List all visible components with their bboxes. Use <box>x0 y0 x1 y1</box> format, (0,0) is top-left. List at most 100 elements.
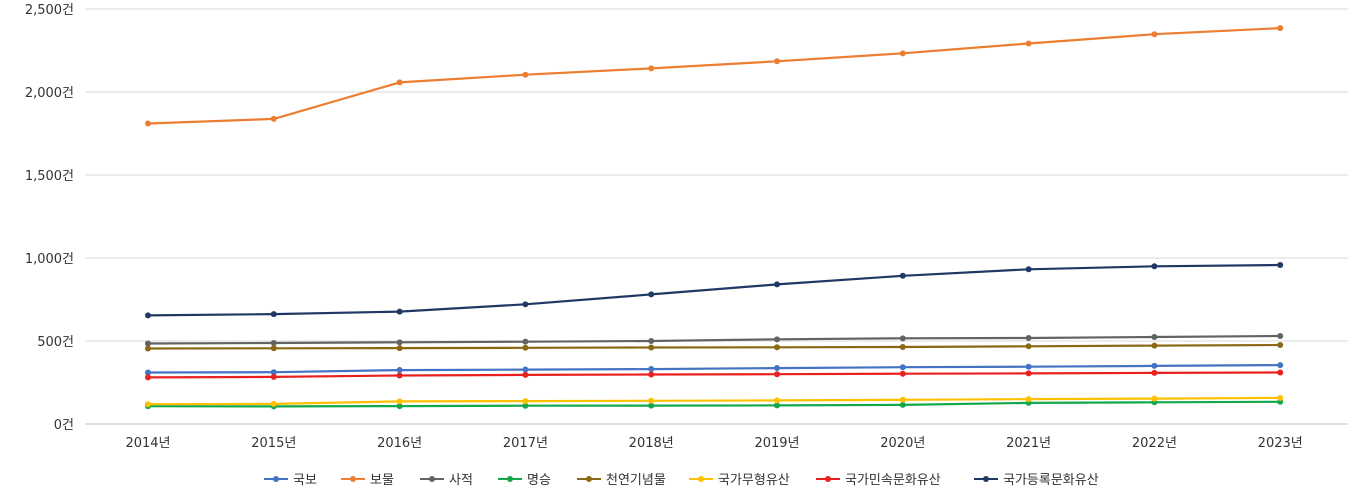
data-point <box>774 281 780 288</box>
data-point <box>899 401 906 408</box>
series-line <box>146 27 1282 125</box>
data-point <box>648 338 655 344</box>
series-6 <box>145 394 1284 408</box>
x-tick-label: 2015년 <box>251 436 296 451</box>
data-point <box>396 403 403 410</box>
series-line <box>146 263 1282 317</box>
y-axis-ticks: 0건 500건 1,000건 1,500건 2,000건 2,500건 <box>25 3 74 433</box>
legend-marker <box>273 476 279 482</box>
data-point <box>396 79 403 86</box>
legend-label: 사적 <box>449 473 473 488</box>
data-point <box>522 366 529 373</box>
data-point <box>1151 362 1158 369</box>
series-line <box>146 364 1282 374</box>
data-point <box>270 373 277 380</box>
data-point <box>1151 395 1158 402</box>
y-tick-label: 2,500건 <box>25 3 74 18</box>
legend-item: 천연기념물 <box>577 473 666 488</box>
data-point <box>396 339 403 346</box>
data-point <box>522 371 529 378</box>
x-tick-label: 2022년 <box>1132 436 1177 451</box>
data-point <box>899 335 906 342</box>
data-point <box>648 344 655 351</box>
data-point <box>1151 31 1158 38</box>
data-point <box>648 371 655 378</box>
x-axis-ticks: 2014년 2015년 2016년 2017년 2018년 2019년 2020년 2021년… <box>125 436 1302 451</box>
data-point <box>774 365 780 372</box>
data-point <box>1277 333 1284 340</box>
data-point <box>396 398 403 405</box>
series-7 <box>145 369 1284 381</box>
legend-label: 명승 <box>527 473 551 488</box>
data-point <box>270 115 277 122</box>
data-point <box>396 308 403 315</box>
data-point <box>396 367 403 374</box>
data-point <box>522 344 529 351</box>
x-tick-label: 2018년 <box>629 436 674 451</box>
data-point <box>1277 394 1284 401</box>
data-point <box>522 338 529 345</box>
data-point <box>1277 362 1284 369</box>
data-point <box>270 339 277 346</box>
series-line <box>146 343 1282 350</box>
x-tick-label: 2023년 <box>1258 436 1303 451</box>
data-point <box>1151 342 1158 349</box>
data-point <box>270 311 277 318</box>
data-point <box>145 374 151 381</box>
legend-item: 국가무형유산 <box>689 473 790 488</box>
legend-item: 명승 <box>498 473 551 488</box>
data-point <box>1277 341 1284 348</box>
data-point <box>648 397 655 404</box>
series-2 <box>145 25 1284 127</box>
data-point <box>522 71 529 78</box>
data-point <box>899 364 906 371</box>
data-point <box>774 344 780 351</box>
x-tick-label: 2021년 <box>1006 436 1051 451</box>
series-1 <box>145 362 1284 376</box>
gridlines <box>85 8 1348 425</box>
data-point <box>648 65 655 72</box>
legend-marker <box>507 476 513 482</box>
x-tick-label: 2016년 <box>377 436 422 451</box>
legend-label: 보물 <box>370 473 394 488</box>
x-tick-label: 2017년 <box>503 436 548 451</box>
x-tick-label: 2014년 <box>125 436 170 451</box>
legend-marker <box>983 476 989 482</box>
y-tick-label: 1,000건 <box>25 252 74 267</box>
data-point <box>1025 266 1032 273</box>
data-point <box>522 301 529 308</box>
data-point <box>145 345 151 352</box>
legend-marker <box>825 476 831 482</box>
y-tick-label: 0건 <box>54 418 74 433</box>
data-point <box>396 345 403 352</box>
data-point <box>1025 396 1032 403</box>
y-tick-label: 1,500건 <box>25 169 74 184</box>
data-point <box>145 340 151 347</box>
data-point <box>1025 370 1032 377</box>
data-point <box>145 401 151 408</box>
data-point <box>145 312 151 319</box>
x-tick-label: 2020년 <box>880 436 925 451</box>
legend-label: 국보 <box>293 473 317 488</box>
series-5 <box>145 341 1284 352</box>
data-point <box>396 372 403 379</box>
x-tick-label: 2019년 <box>754 436 799 451</box>
data-point <box>1025 363 1032 370</box>
data-point <box>648 402 655 409</box>
legend-item: 사적 <box>420 473 473 488</box>
data-point <box>899 370 906 377</box>
legend: 국보 보물 사적 명승 천연기념물 국가무형유산 국가민속문화유산 국가등록문화유산 <box>264 473 1099 488</box>
y-tick-label: 2,000건 <box>25 86 74 101</box>
series-3 <box>145 333 1284 347</box>
legend-marker <box>429 476 435 482</box>
data-point <box>270 400 277 407</box>
legend-item: 보물 <box>341 473 394 488</box>
data-point <box>648 366 655 373</box>
data-point <box>899 343 906 350</box>
data-point <box>145 120 151 127</box>
legend-item: 국가민속문화유산 <box>816 473 941 488</box>
series-line <box>146 371 1282 379</box>
data-point <box>899 50 906 57</box>
data-point <box>1151 334 1158 341</box>
